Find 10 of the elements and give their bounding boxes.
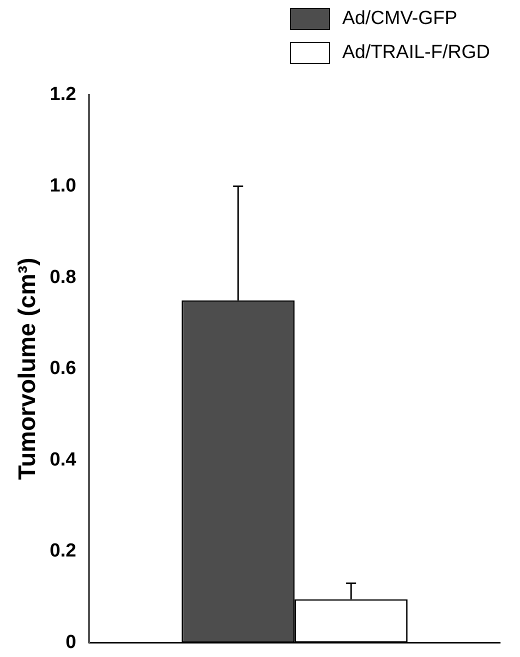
y-tick-label: 0.4	[50, 449, 77, 470]
text: Ad/TRAIL-F/RGD	[342, 42, 490, 64]
legend-label: Ad/CMV-GFP	[342, 8, 458, 30]
y-tick-label: 0.8	[50, 266, 76, 288]
y-axis-title: Tumorvolume (cm³)	[14, 258, 42, 480]
y-tick-label: 1.0	[50, 176, 76, 196]
y-tick-label: 0	[66, 632, 76, 653]
y-tick-label: 1.2	[50, 84, 76, 106]
y-tick-label: 0.6	[50, 358, 76, 380]
y-tick-label: 0.2	[50, 540, 76, 562]
